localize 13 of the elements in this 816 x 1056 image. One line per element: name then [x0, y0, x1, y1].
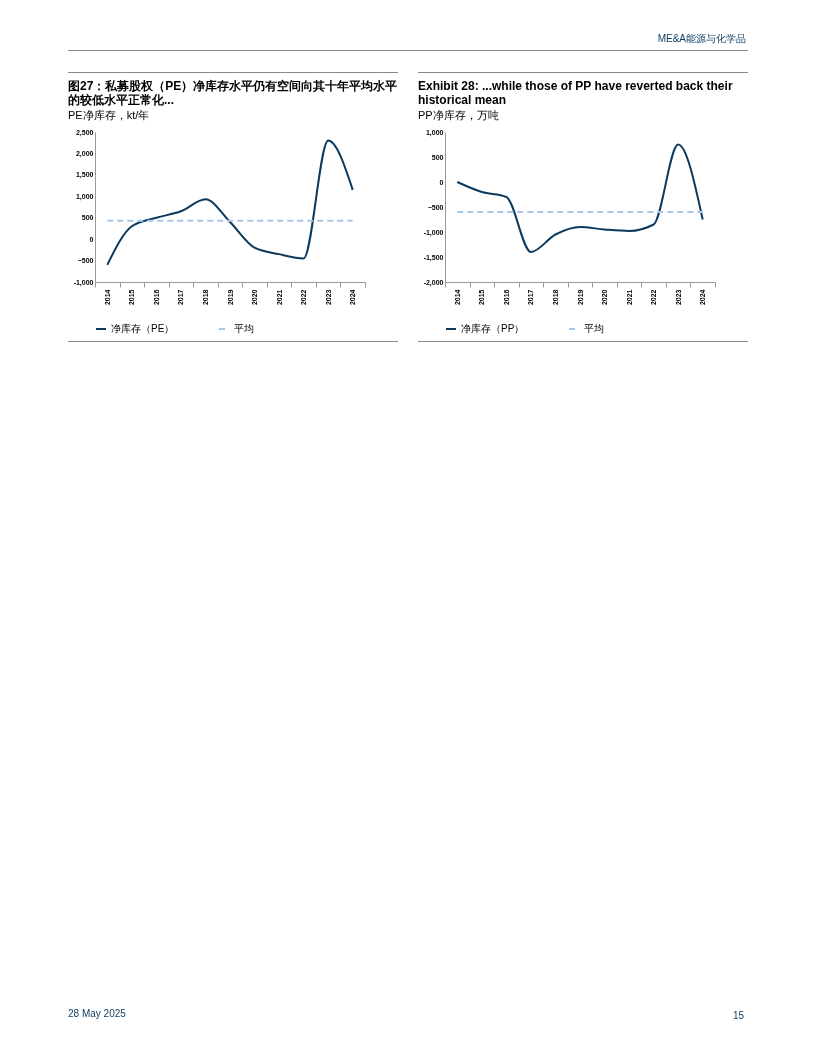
y-axis-title: PE净库存，kt/年 — [68, 108, 151, 123]
legend-label: 平均 — [234, 323, 254, 334]
text: 15 — [732, 1010, 744, 1021]
legend-label: 净库存（PP） — [461, 323, 525, 334]
legend-label: 净库存（PE） — [111, 323, 175, 334]
text: 28 May 2025 — [68, 1008, 126, 1019]
chart-title: 图27：私募股权（PE）净库存水平仍有空间向其十年平均水平的较低水平正常化... — [68, 79, 398, 107]
text: ME&A能源与化学品 — [657, 32, 746, 46]
line-series — [106, 139, 354, 266]
line-series — [456, 143, 704, 253]
legend-label: 平均 — [584, 323, 604, 334]
y-axis-title: PP净库存，万吨 — [418, 108, 500, 123]
chart-title: Exhibit 28: ...while those of PP have reverted back their historical mean — [418, 79, 734, 107]
